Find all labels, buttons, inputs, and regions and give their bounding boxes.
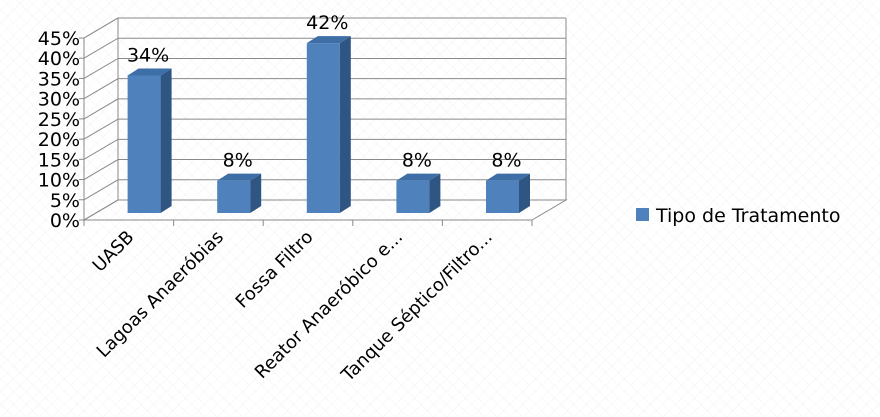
bar-front [127, 75, 161, 213]
x-category-label: Tanque Séptico/Filtro... [337, 227, 497, 387]
legend-swatch [636, 208, 649, 221]
bar-front [396, 180, 430, 213]
y-tick-label: 20% [38, 129, 80, 151]
bar-front [217, 180, 251, 213]
legend-label: Tipo de Tratamento [655, 205, 841, 227]
y-tick-label: 30% [38, 89, 80, 111]
bar-top [217, 173, 262, 181]
y-tick-label: 40% [38, 48, 80, 70]
gridline [83, 138, 566, 160]
bar-top [306, 36, 351, 44]
gridline [83, 57, 566, 79]
bar [217, 173, 262, 213]
bar-top [486, 173, 530, 181]
bar-side [429, 173, 441, 213]
y-axis-ticks: 0%5%10%15%20%25%30%35%40%45% [38, 28, 80, 232]
x-category-label: Reator Anaeróbico e... [251, 227, 407, 383]
bars [127, 36, 530, 214]
data-label: 8% [223, 150, 253, 172]
bar [306, 36, 351, 214]
bar [396, 173, 441, 213]
bar-side [250, 173, 262, 213]
bar-side [519, 173, 530, 213]
data-labels: 34% 8% 42% 8% 8% [127, 12, 522, 172]
y-tick-label: 25% [38, 109, 80, 131]
legend: Tipo de Tratamento [636, 205, 841, 227]
y-tick-label: 35% [38, 68, 80, 90]
gridline [83, 159, 566, 180]
bar-top [396, 173, 441, 181]
bar-front [306, 43, 340, 214]
data-label: 42% [306, 12, 348, 34]
x-category-label: Fossa Filtro [232, 227, 318, 313]
data-label: 34% [127, 44, 169, 66]
gridline [83, 17, 566, 39]
bar-side [339, 36, 351, 214]
bar-front [486, 180, 519, 213]
gridline [83, 37, 566, 59]
bar [486, 173, 530, 213]
y-tick-label: 5% [50, 190, 80, 212]
gridline [83, 78, 566, 100]
gridline [83, 98, 566, 120]
bar [127, 68, 172, 213]
bar-side [160, 68, 172, 213]
x-category-label: UASB [89, 227, 139, 277]
gridlines [79, 17, 566, 226]
data-label: 8% [491, 150, 521, 172]
y-tick-label: 45% [38, 28, 80, 50]
y-tick-label: 10% [38, 170, 80, 192]
y-tick-label: 15% [38, 149, 80, 171]
data-label: 8% [402, 150, 432, 172]
y-tick-label: 0% [50, 210, 80, 232]
bar-top [127, 68, 172, 76]
gridline [83, 118, 566, 140]
